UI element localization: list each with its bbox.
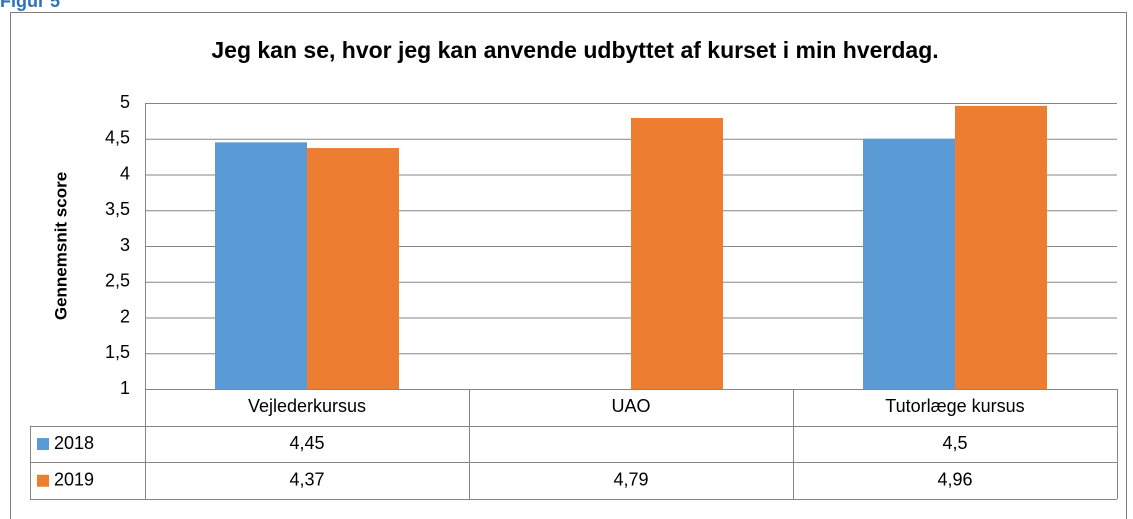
legend-label: 2019 (54, 470, 94, 490)
bar (955, 105, 1047, 390)
table-value: 4,45 (289, 433, 324, 453)
y-axis-title: Gennemsnit score (51, 172, 70, 320)
y-tick-label: 1 (120, 378, 130, 398)
bar (215, 142, 307, 389)
table-value: 4,5 (942, 433, 967, 453)
bar (863, 138, 955, 389)
x-tick-label: Vejlederkursus (248, 396, 366, 416)
x-tick-label: UAO (611, 396, 650, 416)
y-tick-label: 2 (120, 306, 130, 326)
legend-key (37, 438, 49, 451)
y-tick-label: 3,5 (105, 199, 130, 219)
bar (307, 148, 399, 389)
y-tick-label: 4 (120, 163, 130, 183)
bar (631, 118, 723, 389)
y-tick-label: 1,5 (105, 342, 130, 362)
y-tick-label: 4,5 (105, 128, 130, 148)
table-value: 4,79 (613, 470, 648, 490)
table-value: 4,96 (937, 470, 972, 490)
legend-key (37, 474, 49, 487)
table-value: 4,37 (289, 470, 324, 490)
chart-title: Jeg kan se, hvor jeg kan anvende udbytte… (211, 37, 938, 63)
y-tick-label: 5 (120, 92, 130, 112)
y-tick-label: 3 (120, 235, 130, 255)
legend-label: 2018 (54, 433, 94, 453)
chart-border (10, 12, 1127, 519)
x-tick-label: Tutorlæge kursus (885, 396, 1024, 416)
y-tick-label: 2,5 (105, 271, 130, 291)
figure-label: Figur 5 (0, 0, 60, 11)
